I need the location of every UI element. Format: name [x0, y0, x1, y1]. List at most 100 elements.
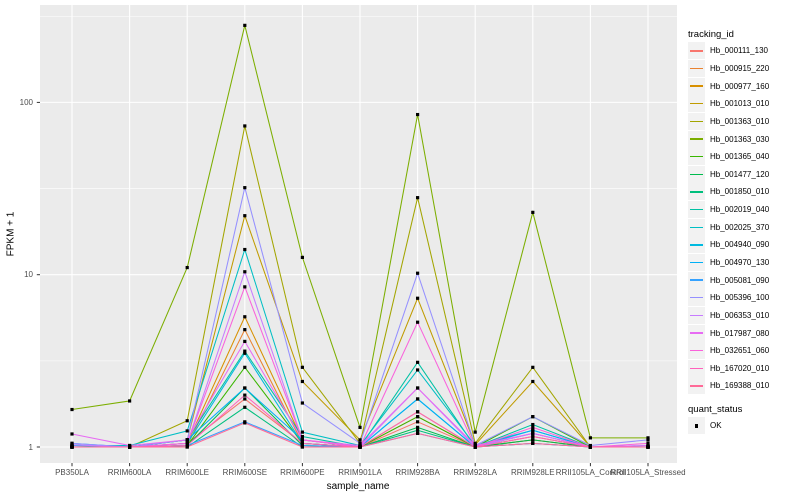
data-point: [243, 405, 247, 409]
legend-entry-label: Hb_005396_100: [710, 293, 770, 303]
legend-entry: Hb_001363_010: [688, 112, 798, 131]
legend-key-line: [688, 183, 705, 201]
legend-entry: Hb_004970_130: [688, 254, 798, 272]
data-point: [300, 445, 304, 449]
data-point: [243, 397, 247, 401]
legend-key-line: [688, 324, 705, 342]
series-color-line-icon: [690, 261, 703, 264]
legend-key-line: [688, 130, 705, 148]
data-point: [416, 112, 420, 117]
series-color-line-icon: [690, 332, 703, 334]
series-color-line-icon: [690, 279, 703, 281]
data-point: [243, 214, 247, 218]
data-point: [416, 360, 420, 364]
data-point: [243, 315, 247, 319]
legend-key-line: [688, 236, 705, 254]
black-square-icon: [694, 423, 699, 428]
x-tick-label: RRIM928BA: [395, 467, 440, 477]
legend-title-tracking-id: tracking_id: [688, 29, 734, 40]
legend-key-line: [688, 254, 705, 271]
data-point: [243, 124, 247, 128]
legend-title-quant-status: quant_status: [688, 403, 743, 415]
data-point: [531, 210, 535, 214]
x-axis-title: sample_name: [326, 481, 390, 492]
legend-entry-label: Hb_000915_220: [710, 63, 770, 73]
data-point: [416, 320, 420, 324]
data-point: [473, 441, 477, 445]
x-tick-label: RRIM901LA: [338, 467, 382, 477]
data-point: [646, 445, 650, 449]
legend-entry-label: Hb_032651_060: [710, 346, 770, 356]
data-point: [185, 438, 189, 442]
legend-entry: Hb_001013_010: [688, 95, 798, 113]
legend-entry-label: Hb_002025_370: [710, 222, 770, 232]
legend-key-line: [688, 271, 705, 289]
legend-entry-label: Hb_004940_090: [710, 240, 770, 250]
data-point: [646, 438, 650, 442]
legend-entry: Hb_001363_030: [688, 130, 798, 148]
data-point: [416, 271, 420, 275]
data-point: [531, 415, 535, 419]
series-color-line-icon: [690, 367, 703, 370]
data-point: [300, 434, 304, 439]
legend-entry-label: Hb_167020_010: [710, 363, 770, 373]
legend-entry: Hb_017987_080: [688, 324, 798, 342]
data-point: [416, 368, 420, 372]
legend-entry: Hb_005396_100: [688, 289, 798, 307]
legend-entry-label: Hb_001363_030: [710, 134, 770, 144]
legend-key-line: [688, 359, 705, 377]
data-point: [416, 196, 420, 200]
legend-entry: Hb_167020_010: [688, 359, 798, 378]
data-point: [70, 445, 74, 449]
data-point: [243, 339, 247, 344]
legend-key-line: [688, 377, 705, 395]
data-point: [358, 445, 362, 449]
series-color-line-icon: [690, 155, 703, 158]
legend-key-line: [688, 342, 705, 360]
legend-key-line: [688, 95, 705, 113]
data-point: [358, 441, 362, 445]
x-tick-label: RRIM600LA: [107, 467, 152, 477]
data-point: [358, 438, 362, 442]
legend-entry-label: Hb_001477_120: [710, 169, 770, 179]
legend-entry: Hb_001850_010: [688, 183, 798, 201]
data-point: [588, 445, 592, 449]
data-point: [70, 407, 74, 412]
series-color-line-icon: [690, 191, 703, 193]
data-point: [416, 415, 420, 419]
legend-entry: Hb_001365_040: [688, 148, 798, 166]
series-color-line-icon: [690, 120, 703, 123]
data-point: [243, 351, 247, 355]
data-point: [243, 349, 247, 353]
data-point: [531, 365, 535, 369]
data-point: [243, 270, 247, 274]
data-point: [416, 386, 420, 390]
data-point: [531, 428, 535, 432]
series-color-line-icon: [690, 314, 703, 317]
y-tick-label: 1: [28, 442, 33, 452]
legend-entry: Hb_032651_060: [688, 342, 798, 360]
data-point: [416, 425, 420, 429]
data-point: [128, 445, 132, 449]
data-point: [531, 379, 535, 384]
legend-entry-label: Hb_005081_090: [710, 275, 770, 285]
legend-entry-label: Hb_006353_010: [710, 310, 770, 320]
series-color-line-icon: [690, 67, 703, 70]
data-point: [416, 296, 420, 300]
data-point: [531, 438, 535, 442]
data-point: [531, 422, 535, 427]
legend-entry: Hb_005081_090: [688, 271, 798, 289]
legend-entry-label: Hb_001850_010: [710, 187, 770, 197]
data-point: [128, 399, 132, 403]
data-point: [300, 430, 304, 434]
data-point: [243, 386, 247, 390]
legend-entry: Hb_001477_120: [688, 165, 798, 183]
data-point: [243, 285, 247, 289]
data-point: [300, 379, 304, 384]
series-color-line-icon: [690, 50, 703, 52]
legend-entry-label: OK: [710, 421, 722, 431]
data-point: [646, 436, 650, 440]
series-color-line-icon: [690, 297, 703, 299]
x-tick-label: RRIM928LA: [453, 467, 497, 477]
